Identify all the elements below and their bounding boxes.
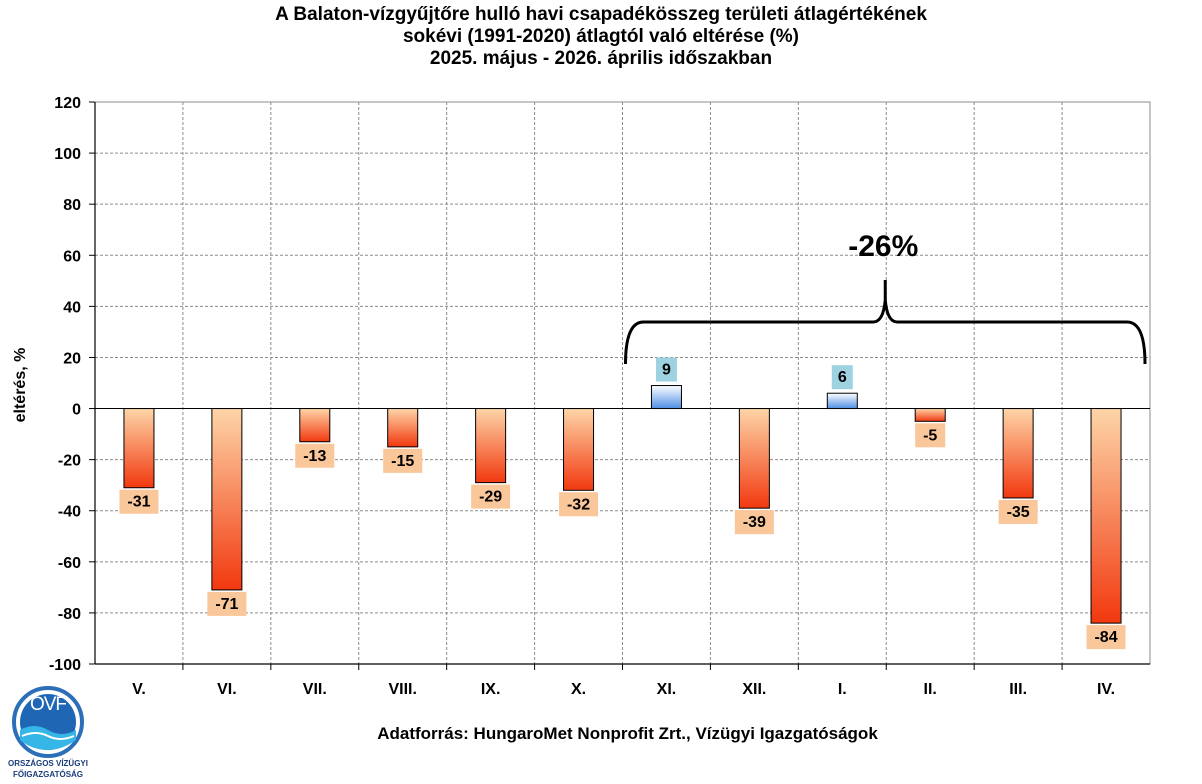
y-tick-label: 80 [63, 197, 81, 214]
axes: 120 100 80 60 40 20 0 -20 -40 -60 -80 -100 V. VI. VII.… [49, 95, 1151, 698]
logo-emblem-icon [12, 686, 84, 758]
chart-title-line-3: 2025. május - 2026. április időszakban [429, 48, 773, 69]
y-tick-label: -40 [58, 504, 81, 521]
data-label: -84 [1094, 629, 1117, 646]
x-tick-label: VI. [217, 681, 237, 698]
data-label-bg [1086, 625, 1126, 650]
y-tick-label: -20 [58, 453, 81, 470]
logo-text-line-1: ORSZÁGOS VÍZÜGYI [7, 759, 88, 768]
x-tick-label: V. [132, 681, 146, 698]
y-axis-label-container: eltérés, % [12, 348, 29, 423]
data-source: Adatforrás: HungaroMet Nonprofit Zrt., V… [377, 724, 878, 743]
annotation-brace [624, 280, 1147, 365]
y-axis-label: eltérés, % [12, 348, 29, 423]
data-label-bg [559, 492, 599, 517]
bar [211, 408, 243, 591]
bar [563, 408, 595, 491]
x-tick-label: II. [924, 681, 937, 698]
x-tick-label: IV. [1097, 681, 1115, 698]
y-tick-label: 20 [63, 350, 81, 367]
y-tick-label: -60 [58, 555, 81, 572]
data-label-bg [734, 510, 774, 535]
data-label: -71 [215, 596, 238, 613]
ovf-logo: OVF ORSZÁGOS VÍZÜGYI FŐIGAZGATÓSÁG [2, 684, 94, 784]
x-tick-label: XI. [657, 681, 677, 698]
x-tick-label: VII. [303, 681, 327, 698]
chart-title-line-2: sokévi (1991-2020) átlagtól való eltérés… [402, 26, 800, 47]
y-tick-label: -100 [49, 657, 81, 674]
chart-title: A Balaton-vízgyűjtőre hulló havi csapadé… [0, 4, 1202, 70]
bar [475, 408, 507, 484]
data-label: -29 [479, 489, 502, 506]
data-label-bg [119, 489, 159, 514]
x-tick-label: XII. [742, 681, 766, 698]
chart-title-line-1: A Balaton-vízgyűjtőre hulló havi csapadé… [275, 4, 927, 25]
data-label-bg [915, 423, 946, 448]
logo-text-line-2: FŐIGAZGATÓSÁG [12, 770, 84, 779]
annotation-label: -26% [848, 230, 918, 263]
x-tick-label: X. [571, 681, 586, 698]
bar [299, 408, 331, 443]
data-label: -13 [303, 448, 326, 465]
data-label-bg [295, 443, 335, 468]
data-label-bg [998, 499, 1038, 524]
data-label: -39 [743, 514, 766, 531]
y-tick-label: -80 [58, 606, 81, 623]
x-tick-label: IX. [481, 681, 501, 698]
data-label: -32 [567, 496, 590, 513]
y-tick-label: 100 [54, 146, 81, 163]
y-tick-label: 60 [63, 248, 81, 265]
x-tick-label: VIII. [388, 681, 416, 698]
data-label-bg [655, 357, 677, 382]
data-label: 6 [838, 369, 847, 386]
data-label-bg [383, 448, 423, 473]
data-label: -5 [923, 427, 937, 444]
data-label-bg [207, 591, 247, 616]
y-tick-label: 40 [63, 299, 81, 316]
x-tick-label: I. [838, 681, 847, 698]
x-tick-label: III. [1009, 681, 1027, 698]
bar [650, 385, 682, 410]
annotation: -26% [624, 230, 1147, 365]
bars [123, 385, 1122, 624]
grid-lines [95, 102, 1150, 664]
bar [914, 408, 946, 422]
data-label: -15 [391, 453, 414, 470]
bar [387, 408, 419, 448]
bar [1090, 408, 1122, 624]
bar [738, 408, 770, 509]
bar [123, 408, 155, 489]
logo-mark: OVF [29, 694, 67, 715]
data-label: -35 [1007, 504, 1030, 521]
data-label-bg [831, 365, 853, 390]
y-tick-label: 120 [54, 95, 81, 112]
data-label-bg [471, 484, 511, 509]
bar [826, 392, 858, 410]
y-tick-label: 0 [72, 402, 81, 419]
data-label: -31 [127, 494, 150, 511]
data-labels: -31 -71 -13 -15 -29 -32 9 -39 6 -5 -35 -84 [119, 357, 1126, 650]
data-label: 9 [662, 362, 671, 379]
bar [1002, 408, 1034, 499]
